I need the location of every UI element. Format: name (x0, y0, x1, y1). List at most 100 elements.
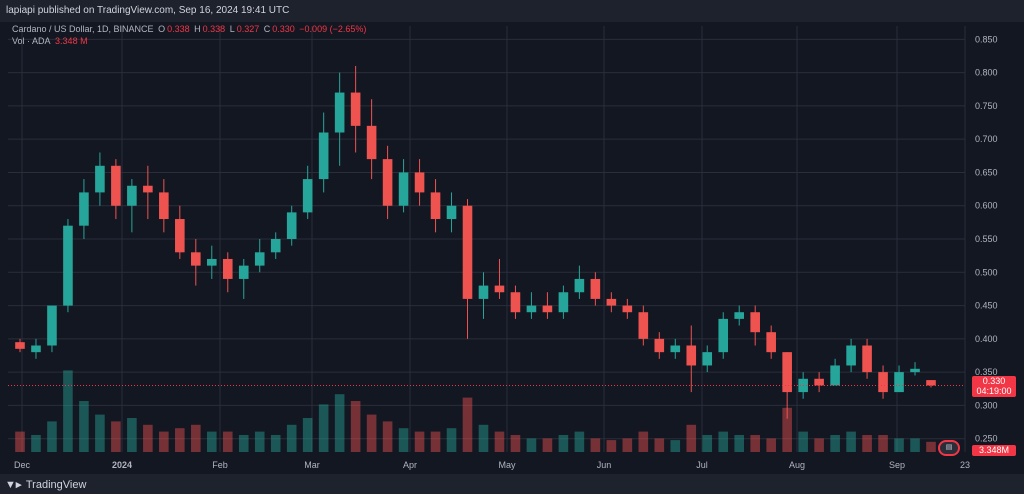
high-value: 0.338 (202, 24, 226, 34)
volume-bar (718, 431, 729, 452)
candle-body (302, 179, 313, 213)
candle-body (510, 292, 521, 313)
candle-body (334, 92, 345, 133)
x-tick-label: Feb (212, 460, 228, 470)
volume-bar (222, 431, 233, 452)
candle-body (574, 278, 585, 293)
volume-bar (558, 435, 569, 452)
volume-bar (782, 407, 792, 452)
volume-line: Vol · ADA 3.348 M (12, 35, 368, 47)
candle-body (654, 338, 665, 353)
volume-bar (206, 431, 217, 452)
volume-bar (814, 438, 824, 452)
candle-body (830, 365, 840, 386)
candle-body (718, 318, 729, 353)
candle-body (191, 252, 201, 266)
volume-bar (366, 414, 377, 452)
candle-body (350, 92, 361, 126)
volume-bar (143, 424, 153, 452)
y-tick-label: 0.550 (975, 234, 998, 244)
open-label: O (158, 24, 166, 34)
time-axis: Dec 2024 Feb Mar Apr May Jun Jul Aug Sep 23 (14, 460, 970, 470)
volume-bar (830, 435, 840, 452)
brand[interactable]: ▼▸ TradingView (5, 478, 86, 491)
candle-body (270, 239, 281, 253)
volume-bar (430, 431, 441, 452)
volume-bar (926, 441, 936, 452)
grid-lines (8, 26, 966, 452)
y-tick-label: 0.400 (975, 334, 998, 344)
candle-body (366, 125, 377, 160)
candle-body (606, 298, 617, 306)
volume-bar (734, 435, 745, 452)
volume-bar (510, 435, 521, 452)
candle-body (382, 159, 393, 206)
volume-bar (574, 431, 585, 452)
close-value: 0.330 (272, 24, 295, 34)
candle-body (686, 345, 697, 366)
candle-body (254, 252, 265, 266)
candle-body (206, 258, 217, 266)
chart-legend: Cardano / US Dollar, 1D, BINANCE O 0.338 … (12, 23, 368, 47)
y-tick-label: 0.700 (975, 134, 998, 144)
volume-bar (302, 418, 313, 452)
candle-body (175, 219, 185, 253)
flag-icon[interactable]: ▤ (938, 440, 960, 456)
candles (15, 65, 936, 419)
x-tick-label: Sep (889, 460, 905, 470)
candle-body (926, 380, 936, 386)
volume-bar (95, 414, 105, 452)
candle-body (111, 165, 121, 206)
volume-bar (446, 428, 457, 452)
volume-bar (590, 438, 601, 452)
x-tick-label: Apr (403, 460, 417, 470)
candle-body (143, 185, 153, 193)
volume-bar (638, 431, 649, 452)
candle-body (462, 205, 473, 299)
candle-body (622, 305, 633, 313)
volume-bar (318, 404, 329, 452)
x-tick-label: 23 (960, 460, 970, 470)
volume-bar (159, 431, 169, 452)
candle-body (15, 342, 25, 349)
candle-body (127, 185, 137, 206)
volume-bar (478, 424, 489, 452)
volume-bar (462, 397, 473, 452)
volume-bar (766, 438, 776, 452)
x-tick-label: Dec (14, 460, 31, 470)
candle-body (846, 345, 856, 366)
volume-tag: 3.348M (972, 445, 1016, 456)
candle-body (286, 212, 297, 239)
volume-bar (846, 431, 856, 452)
volume-bar (127, 418, 137, 452)
volume-bar (175, 428, 185, 452)
footer-bar: ▼▸ TradingView (0, 474, 1024, 494)
volume-bar (606, 440, 617, 452)
volume-bar (686, 424, 697, 452)
candle-body (910, 368, 920, 373)
brand-name: TradingView (25, 479, 87, 491)
y-tick-label: 0.800 (975, 68, 998, 78)
candle-body (590, 278, 601, 299)
volume-bar (15, 431, 25, 452)
high-label: H (194, 24, 201, 34)
volume-bar (526, 438, 537, 452)
volume-bar (750, 435, 760, 452)
y-tick-label: 0.300 (975, 400, 998, 410)
volume-bar (270, 435, 281, 452)
price-chart[interactable]: 0.850 0.800 0.750 0.700 0.650 0.600 0.550 0.500… (0, 22, 1024, 474)
x-tick-label: 2024 (112, 460, 132, 470)
volume-bar (798, 431, 808, 452)
volume-bar (654, 438, 665, 452)
y-tick-label: 0.600 (975, 201, 998, 211)
volume-bar (334, 394, 345, 452)
volume-bar (622, 438, 633, 452)
volume-bar (398, 428, 409, 452)
volume-bar (910, 438, 920, 452)
candle-body (766, 332, 776, 353)
publisher-bar: lapiapi published on TradingView.com, Se… (0, 0, 1024, 22)
tradingview-logo-icon: ▼▸ (5, 479, 22, 491)
candle-body (814, 378, 824, 386)
candle-body (222, 258, 233, 279)
candle-body (526, 305, 537, 313)
